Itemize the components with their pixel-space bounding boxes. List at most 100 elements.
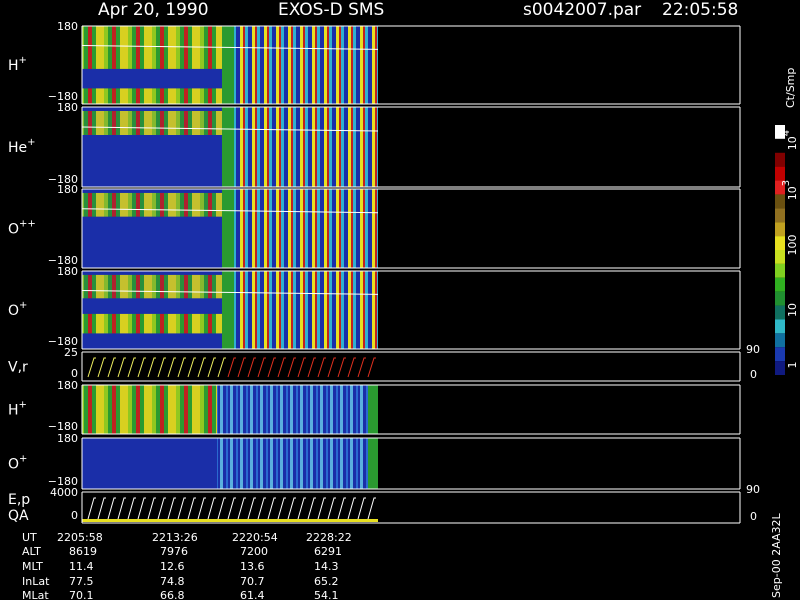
sweep	[267, 357, 276, 378]
panel-label-base: H	[8, 403, 19, 419]
sweep	[317, 497, 326, 520]
axis-bottom: 0	[71, 367, 78, 380]
colorbar-cell	[775, 291, 785, 306]
footer-label: UT	[22, 531, 37, 544]
colorbar-cell	[775, 125, 785, 139]
spectrogram-band	[82, 192, 222, 217]
panel-label-sup: +	[19, 300, 27, 311]
colorbar-cell	[775, 361, 785, 375]
axis-bottom: −180	[48, 475, 78, 488]
sweep	[367, 497, 376, 520]
colorbar-cell	[775, 138, 785, 153]
sweep	[167, 357, 176, 378]
trace	[81, 208, 379, 214]
panel-label: O+	[8, 454, 27, 473]
sweep	[197, 357, 206, 378]
sweep	[257, 357, 266, 378]
sweep	[247, 357, 256, 378]
panel-label-base: O	[8, 222, 19, 238]
spectrogram-mid	[222, 107, 234, 187]
footer-label: InLat	[22, 575, 50, 588]
trace	[81, 45, 379, 50]
sweep	[237, 357, 246, 378]
sweep	[307, 357, 316, 378]
panel-label-sup: +	[19, 400, 27, 411]
sweep	[187, 497, 196, 520]
spectrograms	[81, 26, 379, 522]
sweep	[167, 497, 176, 520]
footer-value: 7200	[240, 545, 268, 558]
sweep	[357, 497, 366, 520]
axis-right-top: 90	[746, 343, 760, 356]
footer-value: 54.1	[314, 589, 339, 600]
panel-label: V,r	[8, 360, 28, 376]
panel-label-base: O	[8, 457, 19, 473]
sweep	[137, 357, 146, 378]
axis-top: 180	[57, 379, 78, 392]
axis-top: 180	[57, 265, 78, 278]
footer-value: 2205:58	[57, 531, 103, 544]
colorbar-cell	[775, 208, 785, 223]
footer-value: 66.8	[160, 589, 185, 600]
sweep	[97, 357, 106, 378]
footer-label: ALT	[22, 545, 41, 558]
colorbar-label-base: 100	[786, 235, 799, 256]
sweep	[157, 497, 166, 520]
date: Apr 20, 1990	[98, 0, 209, 20]
footer-value: 7976	[160, 545, 188, 558]
panel-label: H+	[8, 400, 27, 419]
panel-label-base: V,r	[8, 360, 28, 376]
trace	[81, 126, 379, 132]
colorbar-label: 103	[781, 180, 799, 200]
footer-value: 6291	[314, 545, 342, 558]
colorbar	[775, 125, 785, 375]
footer-value: 70.1	[69, 589, 94, 600]
spectrogram-high	[234, 107, 378, 187]
instrument: EXOS-D SMS	[278, 0, 384, 20]
panel-label-sup: +	[19, 454, 27, 465]
panel-label: O+	[8, 300, 27, 319]
file: s0042007.par	[523, 0, 641, 20]
sweep	[237, 497, 246, 520]
axis-bottom: −180	[48, 420, 78, 433]
sweep	[107, 357, 116, 378]
axis-bottom: −180	[48, 254, 78, 267]
sweep	[277, 497, 286, 520]
panel-label-2: QA	[8, 508, 29, 524]
axis-top: 180	[57, 432, 78, 445]
colorbar-label: 104	[781, 130, 799, 150]
sweep	[287, 357, 296, 378]
sweep	[207, 357, 216, 378]
sweep	[317, 357, 326, 378]
colorbar-cell	[775, 166, 785, 181]
spectrogram-high	[234, 189, 378, 268]
panel-label-base: E,p	[8, 492, 30, 508]
sweep	[227, 357, 236, 378]
colorbar-cell	[775, 319, 785, 334]
sweep	[367, 357, 376, 378]
sweep	[137, 497, 146, 520]
panel-label-sup: ++	[19, 219, 36, 230]
sweep	[267, 497, 276, 520]
edge-band	[368, 385, 378, 434]
sweep	[227, 497, 236, 520]
sweep	[247, 497, 256, 520]
footer-value: 2220:54	[232, 531, 278, 544]
spectrogram-low	[82, 385, 217, 434]
sweep	[297, 357, 306, 378]
panel-label: He+	[8, 137, 36, 156]
footer-value: 2228:22	[306, 531, 352, 544]
spectrogram-band	[82, 274, 222, 299]
colorbar-label-base: 1	[786, 362, 799, 369]
panel-label: H+	[8, 55, 27, 74]
colorbar-cell	[775, 236, 785, 250]
panel-label-sup: +	[27, 137, 35, 148]
footer-value: 12.6	[160, 560, 185, 573]
footer-value: 74.8	[160, 575, 185, 588]
colorbar-label-base: 10	[786, 186, 799, 200]
sweep	[337, 357, 346, 378]
sweep	[287, 497, 296, 520]
footer-value: 2213:26	[152, 531, 198, 544]
sweep	[87, 357, 96, 378]
